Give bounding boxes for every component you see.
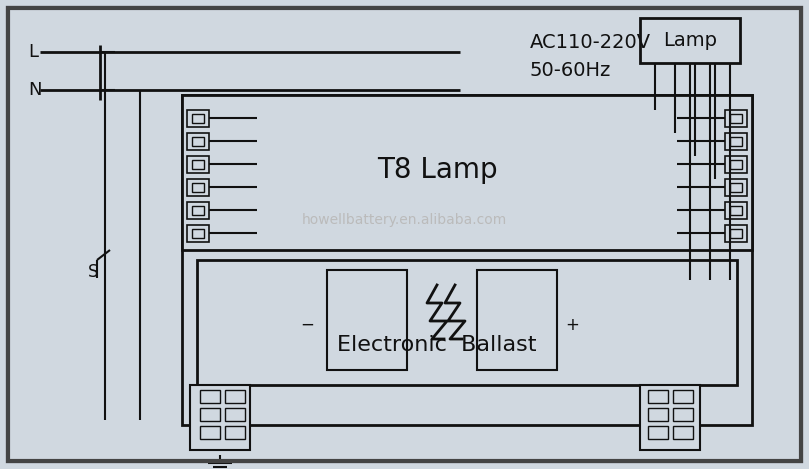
Bar bbox=[190, 385, 250, 450]
Bar bbox=[648, 426, 668, 439]
Bar bbox=[225, 408, 245, 421]
Bar bbox=[192, 114, 204, 123]
Bar bbox=[192, 229, 204, 238]
Bar bbox=[730, 114, 742, 123]
Text: L: L bbox=[28, 43, 38, 61]
Bar bbox=[725, 202, 747, 219]
Bar bbox=[225, 390, 245, 403]
Bar bbox=[673, 390, 693, 403]
Bar bbox=[477, 270, 557, 370]
Bar bbox=[725, 133, 747, 150]
Bar bbox=[725, 225, 747, 242]
Bar bbox=[725, 110, 747, 127]
Bar bbox=[648, 390, 668, 403]
Text: N: N bbox=[28, 81, 41, 99]
Bar bbox=[730, 137, 742, 146]
Text: +: + bbox=[565, 316, 579, 334]
Bar bbox=[673, 408, 693, 421]
Bar bbox=[187, 156, 209, 173]
Bar bbox=[640, 18, 740, 63]
Bar bbox=[200, 390, 220, 403]
Text: S: S bbox=[88, 263, 99, 281]
Bar bbox=[225, 426, 245, 439]
Bar bbox=[730, 206, 742, 215]
Bar bbox=[725, 179, 747, 196]
Bar bbox=[187, 133, 209, 150]
Bar bbox=[725, 156, 747, 173]
Bar bbox=[187, 225, 209, 242]
Text: 50-60Hz: 50-60Hz bbox=[530, 61, 612, 80]
Bar bbox=[192, 160, 204, 169]
Bar bbox=[187, 202, 209, 219]
Text: Electronic  Ballast: Electronic Ballast bbox=[337, 335, 536, 355]
Bar bbox=[730, 229, 742, 238]
Text: T8 Lamp: T8 Lamp bbox=[377, 156, 498, 184]
Bar bbox=[200, 426, 220, 439]
Bar bbox=[648, 408, 668, 421]
Bar bbox=[673, 426, 693, 439]
Bar bbox=[182, 95, 752, 250]
Bar bbox=[187, 110, 209, 127]
Bar bbox=[187, 179, 209, 196]
Bar bbox=[192, 137, 204, 146]
Bar bbox=[200, 408, 220, 421]
Text: −: − bbox=[300, 316, 314, 334]
Bar bbox=[182, 95, 752, 425]
Text: Lamp: Lamp bbox=[663, 30, 717, 50]
Text: AC110-220V: AC110-220V bbox=[530, 32, 651, 52]
Bar bbox=[730, 183, 742, 192]
Text: howellbattery.en.alibaba.com: howellbattery.en.alibaba.com bbox=[302, 213, 506, 227]
Bar bbox=[192, 183, 204, 192]
Bar bbox=[192, 206, 204, 215]
Bar bbox=[640, 385, 700, 450]
Bar bbox=[730, 160, 742, 169]
Bar bbox=[327, 270, 407, 370]
Bar bbox=[197, 260, 737, 385]
